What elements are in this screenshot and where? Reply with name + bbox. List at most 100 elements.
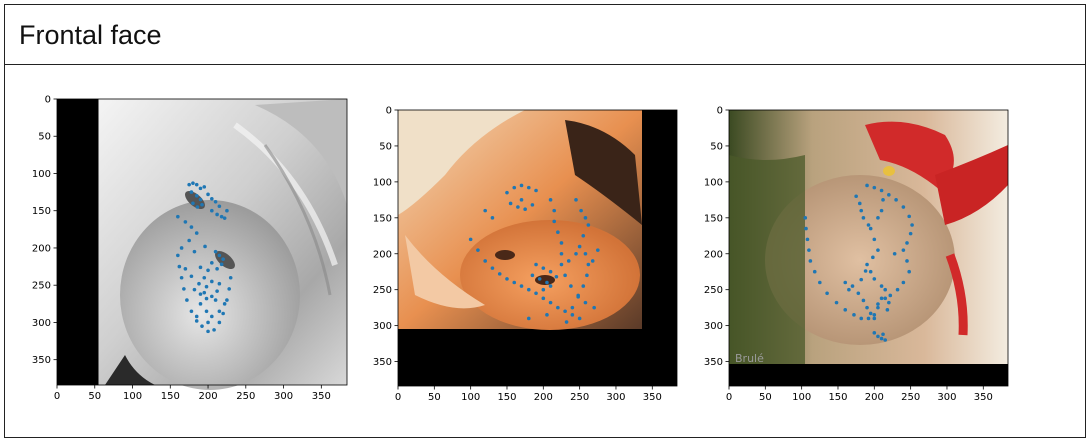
panel-3-landmark-point bbox=[807, 248, 811, 252]
panel-2-axes-frame bbox=[397, 109, 678, 387]
panel-2-landmark-point bbox=[541, 296, 546, 301]
panel-3-landmark-point bbox=[861, 298, 866, 303]
panel-2-landmark-point bbox=[483, 259, 487, 263]
panel-3-landmark-point bbox=[876, 334, 880, 339]
panel-1-landmark-point bbox=[194, 231, 199, 235]
panel-1-landmark-point bbox=[204, 309, 209, 314]
panel-3-landmark-point bbox=[905, 241, 909, 245]
panel-2-landmark-point bbox=[548, 300, 553, 305]
panel-1-landmark-point bbox=[221, 311, 225, 316]
panel-2-landmark-point bbox=[596, 248, 600, 252]
panel-3-landmark-point bbox=[883, 296, 888, 301]
panel-3-landmark-point bbox=[866, 223, 871, 227]
panel-2-xtick-label: 150 bbox=[497, 392, 516, 403]
panel-2-ytick-label: 100 bbox=[373, 177, 392, 188]
panel-2-landmark-point bbox=[569, 284, 573, 288]
panel-2-ytick-label: 150 bbox=[373, 213, 392, 224]
panel-3-landmark-point bbox=[907, 214, 911, 219]
panel-1-landmark-point bbox=[187, 238, 191, 243]
panel-3-xtick-label: 250 bbox=[901, 392, 920, 403]
panel-1-ytick-label: 50 bbox=[38, 132, 51, 143]
panel-2-landmark-point bbox=[526, 185, 531, 190]
plots-svg: 0 50 100 150 200 250 300 350 0 50 100 150 200 250 300 3… bbox=[32, 95, 1009, 403]
panel-1-landmark-point bbox=[215, 267, 219, 271]
panel-1-ytick-label: 150 bbox=[32, 206, 51, 217]
panel-3-landmark-point bbox=[901, 248, 906, 252]
panel-2: 0 50 100 150 200 250 300 350 0 50 100 150 200 250 300 3… bbox=[373, 106, 678, 403]
panel-3-landmark-point bbox=[887, 193, 891, 197]
panel-3-landmark-point bbox=[872, 316, 877, 321]
panel-2-landmark-point bbox=[483, 208, 487, 213]
panel-2-landmark-point bbox=[530, 203, 535, 207]
panel-3-landmark-point bbox=[892, 251, 897, 256]
panel-2-landmark-point bbox=[516, 205, 520, 209]
panel-1-landmark-point bbox=[177, 264, 182, 269]
panel-2-landmark-point bbox=[497, 272, 502, 276]
figure-frame: Frontal face bbox=[4, 4, 1086, 438]
panel-1-landmark-point bbox=[200, 324, 204, 328]
panel-2-landmark-point bbox=[570, 305, 575, 310]
panel-1-landmark-point bbox=[202, 290, 207, 295]
panel-3-landmark-point bbox=[871, 255, 875, 260]
panel-2-landmark-point bbox=[519, 198, 524, 202]
panel-1-landmark-point bbox=[189, 225, 194, 229]
panel-2-landmark-point bbox=[526, 287, 531, 292]
panel-1-landmark-point bbox=[225, 208, 229, 213]
panel-3-watermark: Brulé bbox=[735, 352, 764, 365]
panel-2-xtick-label: 250 bbox=[570, 392, 589, 403]
panel-3-landmark-point bbox=[859, 277, 864, 282]
panel-3-ytick-label: 150 bbox=[704, 213, 723, 224]
panel-1-xtick-label: 150 bbox=[161, 391, 180, 402]
panel-1-landmark-point bbox=[213, 298, 218, 302]
panel-1-landmark-point bbox=[206, 268, 210, 273]
panel-1-landmark-point bbox=[192, 249, 197, 254]
panel-3-image: Brulé bbox=[729, 110, 1008, 386]
panel-3-landmark-point bbox=[805, 237, 810, 242]
panel-2-landmark-point bbox=[574, 251, 578, 256]
panel-1-landmark-point bbox=[210, 279, 214, 284]
panel-1-landmark-point bbox=[185, 298, 189, 302]
panel-2-ytick-label: 200 bbox=[373, 249, 392, 260]
panel-1-landmark-point bbox=[198, 186, 203, 191]
panel-3-landmark-point bbox=[883, 338, 888, 342]
panel-1-landmark-point bbox=[189, 309, 194, 314]
panel-2-landmark-point bbox=[534, 262, 538, 267]
panel-2-landmark-point bbox=[586, 223, 591, 227]
panel-3-landmark-point bbox=[908, 231, 913, 236]
panel-3-landmark-point bbox=[881, 332, 885, 337]
panel-3-xtick-label: 50 bbox=[759, 392, 772, 403]
panel-2-landmark-point bbox=[468, 237, 473, 242]
panel-2-landmark-point bbox=[476, 248, 480, 252]
panel-3-landmark-point bbox=[868, 226, 873, 231]
panel-2-xtick-label: 50 bbox=[428, 392, 441, 403]
panel-1-landmark-point bbox=[217, 204, 222, 209]
panel-1-landmark-point bbox=[212, 328, 216, 332]
panel-1-landmark-point bbox=[215, 212, 219, 217]
panel-3-landmark-point bbox=[850, 284, 855, 288]
panel-3-landmark-point bbox=[857, 201, 862, 206]
panel-1-landmark-point bbox=[176, 253, 180, 258]
panel-2-landmark-point bbox=[519, 183, 524, 188]
panel-3-landmark-point bbox=[879, 296, 884, 301]
panel-3-landmark-point bbox=[804, 226, 808, 231]
panel-2-landmark-point bbox=[512, 280, 517, 285]
panel-1-landmark-point bbox=[198, 292, 203, 296]
panel-2-xtick-label: 200 bbox=[534, 392, 553, 403]
panel-1-ytick-label: 300 bbox=[32, 318, 51, 329]
panel-3-ytick-label: 300 bbox=[704, 321, 723, 332]
panel-2-image bbox=[398, 110, 677, 386]
panel-2-landmark-point bbox=[563, 273, 567, 278]
panel-2-landmark-point bbox=[579, 208, 583, 213]
panel-2-landmark-point bbox=[545, 280, 549, 285]
panel-2-xtick-label: 0 bbox=[395, 392, 401, 403]
panel-3-landmark-point bbox=[825, 291, 829, 296]
panel-3-landmark-point bbox=[812, 269, 817, 274]
panel-3-landmark-point bbox=[872, 277, 877, 281]
panel-3-landmark-point bbox=[879, 188, 884, 193]
panel-3-landmark-point bbox=[834, 300, 839, 305]
panel-3-ytick-label: 50 bbox=[710, 141, 723, 152]
panel-3-landmark-point bbox=[818, 280, 822, 285]
panel-1-xtick-label: 350 bbox=[312, 391, 331, 402]
panel-1-landmark-point bbox=[202, 185, 207, 189]
panel-1-landmark-point bbox=[215, 289, 219, 293]
